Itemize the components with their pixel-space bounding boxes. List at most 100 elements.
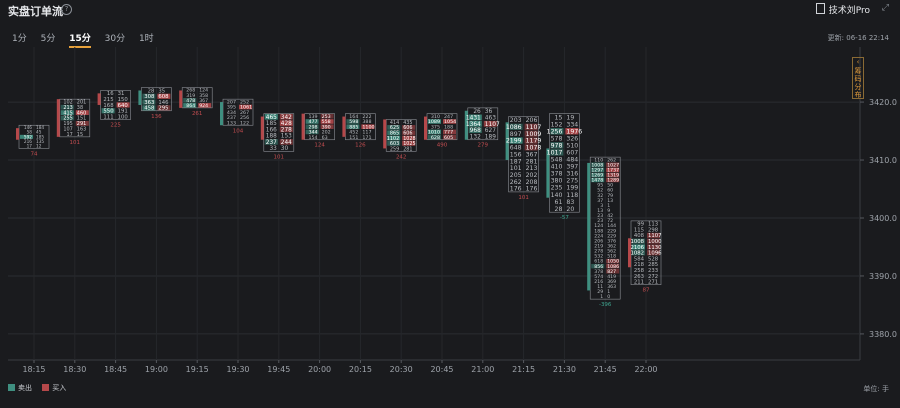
buy-volume: 171 [362, 135, 371, 141]
buy-volume: 45 [36, 130, 42, 136]
sell-volume: 28 [555, 206, 563, 213]
sell-cell-fill [142, 93, 156, 99]
buy-volume: 20 [566, 206, 574, 213]
buy-volume: 1061 [240, 105, 252, 111]
sell-cell-fill [20, 134, 33, 139]
buy-volume: 50 [607, 183, 613, 189]
buy-volume: 184 [36, 125, 44, 131]
sell-volume: 1017 [547, 150, 563, 157]
tab-15m[interactable]: 15分 [69, 31, 91, 48]
buy-volume: 1050 [607, 259, 619, 265]
delta-label: 261 [192, 111, 203, 117]
sell-volume: 110 [594, 157, 603, 163]
sell-volume: 237 [227, 115, 236, 121]
sell-volume: 1008 [630, 239, 644, 245]
buy-cell-fill [279, 120, 293, 126]
tab-1m[interactable]: 1分 [12, 34, 27, 44]
updated-time: 更新: 06-16 22:14 [827, 34, 889, 42]
buy-volume: 528 [648, 256, 659, 262]
sell-volume: 628 [431, 135, 440, 141]
sell-volume: 26 [473, 109, 481, 115]
buy-volume: 275 [566, 178, 578, 185]
sell-volume: 185 [266, 121, 277, 127]
candle-body [138, 90, 142, 105]
buy-volume: 38 [77, 105, 83, 111]
buy-cell-fill [320, 113, 334, 119]
sell-volume: 139 [308, 114, 317, 120]
sell-cell-fill [468, 120, 482, 127]
sell-volume: 207 [227, 99, 236, 105]
expand-icon[interactable]: ⤢ [881, 3, 889, 13]
sell-volume: 146 [24, 125, 32, 131]
tab-1h[interactable]: 1时 [138, 34, 154, 44]
sell-volume: 195 [63, 121, 72, 127]
buy-volume: 12 [36, 144, 42, 150]
tab-5m[interactable]: 5分 [40, 34, 56, 44]
x-tick-label: 20:15 [349, 365, 372, 374]
sell-volume: 578 [551, 135, 563, 142]
sell-volume: 61 [555, 199, 563, 206]
sell-cell-fill [101, 108, 115, 114]
buy-volume: 189 [485, 135, 496, 141]
sell-volume: 278 [594, 249, 603, 255]
chip-distribution-toggle[interactable]: ‹ 筹码分布 [852, 57, 864, 99]
buy-cell-fill [524, 123, 538, 130]
candle-body [424, 116, 427, 140]
delta-label: -57 [560, 215, 569, 221]
buy-cell-fill [524, 137, 538, 144]
buy-volume: 36 [485, 109, 493, 115]
candle-body [342, 116, 346, 137]
sell-volume: 188 [594, 228, 603, 234]
sell-volume: 13 [597, 208, 603, 214]
buy-volume: 777 [444, 130, 453, 136]
sell-volume: 17 [67, 132, 73, 138]
buy-volume: 1096 [648, 251, 662, 257]
buy-volume: 363 [607, 284, 616, 290]
sell-volume: 235 [551, 185, 563, 192]
buy-volume: 608 [158, 94, 169, 100]
chip-label: 筹码分布 [854, 67, 862, 99]
sell-volume: 885 [349, 124, 358, 130]
sell-volume: 856 [594, 264, 603, 270]
sell-cell-fill [183, 98, 197, 103]
buy-volume: 229 [607, 228, 616, 234]
sell-volume: 298 [308, 124, 317, 130]
pro-button[interactable]: 技术刘Pro [815, 3, 870, 16]
sell-volume: 99 [637, 222, 644, 228]
delta-label: 490 [437, 143, 448, 149]
buy-volume: 271 [648, 280, 658, 286]
buy-volume: 627 [485, 128, 496, 134]
buy-volume: 83 [566, 199, 574, 206]
sell-volume: 1478 [591, 178, 603, 184]
buy-volume: 256 [240, 115, 249, 121]
buy-volume: 1737 [607, 167, 619, 173]
sell-volume: 864 [186, 103, 195, 109]
delta-label: 101 [518, 195, 529, 201]
sell-volume: 187 [510, 158, 522, 165]
page-title: 实盘订单流 [8, 5, 63, 18]
tab-30m[interactable]: 30分 [104, 34, 126, 44]
sell-volume: 978 [551, 143, 563, 150]
buy-volume: 640 [118, 103, 129, 109]
footprint-chart[interactable]: 3420.0 3410.0 3400.0 3390.0 3380.0 18:15 18:30… [0, 45, 900, 380]
buy-volume: 201 [77, 100, 86, 106]
buy-volume: 605 [444, 135, 453, 141]
sell-volume: 1008 [591, 162, 603, 168]
candle-body [220, 102, 223, 126]
buy-cell-fill [606, 172, 620, 178]
buy-volume: 60 [607, 188, 613, 194]
help-icon[interactable]: ? [61, 4, 72, 15]
buy-cell-fill [524, 130, 538, 137]
sell-volume: 414 [390, 120, 399, 126]
x-tick-label: 19:15 [186, 365, 209, 374]
buy-volume: 0 [607, 294, 610, 300]
candle-body [628, 238, 631, 268]
buy-cell-fill [647, 232, 660, 238]
sell-volume: 215 [103, 97, 113, 103]
buy-volume: 124 [199, 88, 208, 94]
sell-volume: 154 [308, 135, 317, 141]
sell-cell-fill [550, 149, 564, 156]
buy-volume: 176 [526, 186, 538, 193]
sell-cell-fill [591, 263, 605, 269]
buy-volume: 233 [648, 268, 658, 274]
